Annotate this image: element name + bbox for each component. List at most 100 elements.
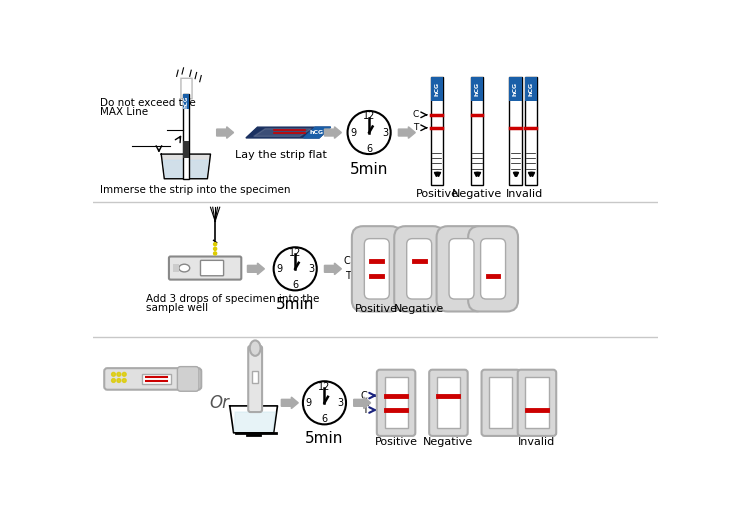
Text: Negative: Negative: [452, 189, 502, 199]
FancyArrow shape: [354, 397, 371, 408]
Text: Add 3 drops of specimen into the: Add 3 drops of specimen into the: [146, 294, 319, 304]
Text: Invalid: Invalid: [518, 437, 556, 447]
Text: 6: 6: [366, 144, 372, 154]
Text: sample well: sample well: [146, 304, 208, 314]
FancyBboxPatch shape: [407, 239, 432, 299]
Text: Or: Or: [209, 394, 229, 412]
Bar: [385, 377, 408, 428]
Text: 5min: 5min: [276, 297, 314, 311]
Bar: [183, 94, 189, 109]
Ellipse shape: [250, 340, 260, 356]
Text: T: T: [345, 271, 350, 281]
Text: Positive: Positive: [375, 437, 418, 447]
Polygon shape: [229, 406, 278, 433]
Text: hCG: hCG: [513, 82, 518, 96]
Text: Invalid: Invalid: [474, 304, 512, 314]
Text: 9: 9: [276, 264, 282, 274]
FancyArrow shape: [325, 263, 342, 275]
Text: 3: 3: [382, 128, 388, 138]
FancyArrow shape: [398, 127, 416, 138]
Bar: [142, 374, 172, 384]
FancyBboxPatch shape: [364, 239, 389, 299]
Bar: [437, 377, 460, 428]
Text: hCG: hCG: [435, 82, 439, 96]
Text: Lay the strip flat: Lay the strip flat: [235, 150, 326, 160]
FancyBboxPatch shape: [377, 370, 416, 436]
Text: Positive: Positive: [416, 189, 458, 199]
FancyArrow shape: [325, 127, 342, 138]
Bar: [471, 77, 483, 101]
Text: hCG: hCG: [310, 130, 324, 135]
Circle shape: [117, 378, 121, 383]
Text: hCG: hCG: [183, 95, 188, 108]
FancyBboxPatch shape: [449, 239, 474, 299]
Polygon shape: [246, 127, 331, 138]
Text: MAX Line: MAX Line: [100, 107, 148, 117]
Bar: [471, 77, 483, 185]
Text: 3: 3: [309, 264, 314, 274]
Bar: [183, 94, 189, 179]
FancyArrow shape: [217, 127, 234, 138]
Text: C: C: [361, 391, 367, 401]
Bar: [489, 377, 512, 428]
Circle shape: [213, 247, 217, 250]
Bar: [525, 77, 537, 101]
Ellipse shape: [179, 264, 190, 272]
FancyBboxPatch shape: [104, 368, 202, 390]
Circle shape: [273, 247, 317, 290]
Circle shape: [303, 381, 346, 424]
Bar: [173, 264, 179, 272]
Text: 12: 12: [289, 248, 301, 258]
Polygon shape: [254, 129, 312, 136]
Circle shape: [111, 378, 115, 383]
Text: C: C: [412, 110, 419, 119]
Polygon shape: [303, 127, 331, 138]
Text: 9: 9: [350, 128, 356, 138]
Text: Negative: Negative: [423, 437, 474, 447]
FancyArrow shape: [281, 397, 298, 408]
FancyBboxPatch shape: [437, 226, 487, 311]
FancyBboxPatch shape: [468, 226, 518, 311]
Circle shape: [347, 111, 391, 154]
Text: hCG: hCG: [528, 82, 534, 96]
FancyBboxPatch shape: [352, 226, 402, 311]
Text: 6: 6: [321, 414, 328, 424]
Bar: [509, 77, 522, 185]
Text: 5min: 5min: [305, 431, 344, 445]
Text: 12: 12: [363, 111, 375, 121]
Circle shape: [122, 378, 126, 383]
Text: Positive: Positive: [356, 304, 398, 314]
Circle shape: [213, 242, 217, 246]
Text: 6: 6: [292, 280, 298, 290]
FancyBboxPatch shape: [394, 226, 444, 311]
Bar: [252, 371, 258, 383]
FancyBboxPatch shape: [481, 239, 506, 299]
Bar: [509, 77, 522, 101]
FancyBboxPatch shape: [517, 370, 556, 436]
Text: 9: 9: [305, 398, 312, 408]
Circle shape: [122, 373, 126, 376]
Text: 5min: 5min: [350, 162, 388, 177]
Text: T: T: [413, 123, 419, 132]
Text: 12: 12: [318, 382, 331, 392]
Bar: [525, 77, 537, 185]
Text: 〜: 〜: [178, 76, 194, 100]
Text: 3: 3: [338, 398, 344, 408]
FancyArrow shape: [248, 263, 265, 275]
FancyBboxPatch shape: [169, 257, 241, 280]
FancyBboxPatch shape: [201, 260, 224, 276]
Polygon shape: [235, 412, 275, 431]
Polygon shape: [163, 160, 208, 177]
FancyBboxPatch shape: [177, 367, 199, 391]
Text: Do not exceed the: Do not exceed the: [100, 98, 196, 108]
Circle shape: [111, 373, 115, 376]
Text: Immerse the strip into the specimen: Immerse the strip into the specimen: [100, 185, 290, 195]
Bar: [431, 77, 443, 101]
Circle shape: [213, 252, 217, 255]
FancyBboxPatch shape: [482, 370, 520, 436]
Bar: [183, 141, 189, 158]
Polygon shape: [161, 154, 210, 179]
Text: Invalid: Invalid: [506, 189, 543, 199]
FancyBboxPatch shape: [248, 346, 262, 412]
Bar: [431, 77, 443, 185]
